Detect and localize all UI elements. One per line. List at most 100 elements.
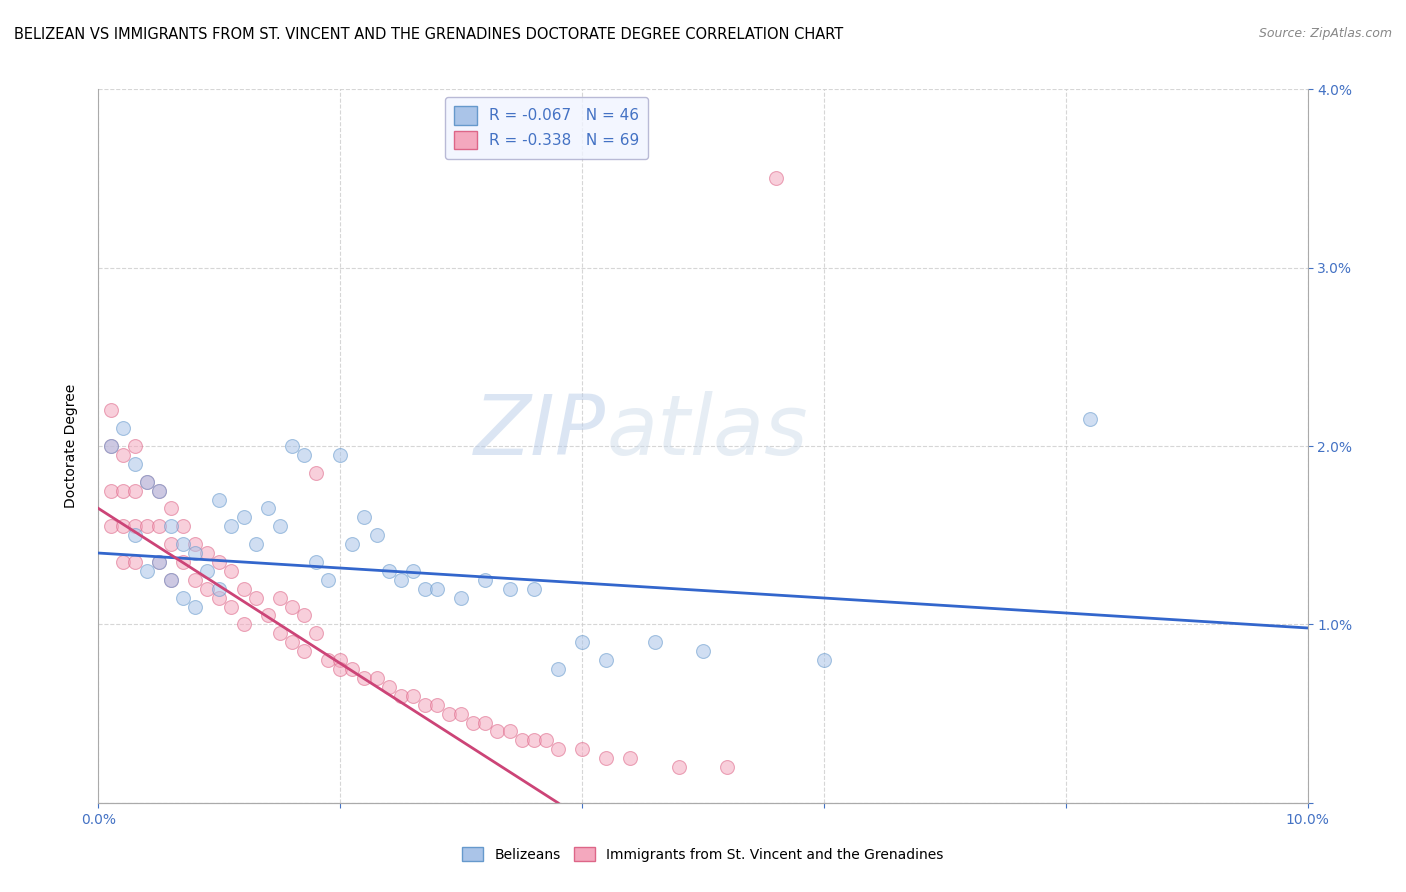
Point bbox=[402, 689, 425, 703]
Point bbox=[595, 653, 617, 667]
Point bbox=[498, 582, 520, 596]
Point bbox=[111, 555, 134, 569]
Point bbox=[232, 617, 254, 632]
Point bbox=[100, 403, 122, 417]
Point bbox=[208, 492, 231, 507]
Point bbox=[135, 475, 157, 489]
Point bbox=[148, 519, 170, 533]
Point bbox=[124, 483, 146, 498]
Point bbox=[148, 555, 170, 569]
Point bbox=[100, 439, 122, 453]
Point bbox=[329, 662, 352, 676]
Point bbox=[292, 644, 315, 658]
Point bbox=[160, 519, 183, 533]
Point bbox=[413, 582, 436, 596]
Point bbox=[523, 582, 546, 596]
Point bbox=[389, 573, 412, 587]
Point bbox=[245, 537, 267, 551]
Point bbox=[510, 733, 533, 747]
Point bbox=[765, 171, 787, 186]
Point bbox=[305, 626, 328, 640]
Point bbox=[148, 483, 170, 498]
Point bbox=[184, 546, 207, 560]
Point bbox=[281, 599, 304, 614]
Text: BELIZEAN VS IMMIGRANTS FROM ST. VINCENT AND THE GRENADINES DOCTORATE DEGREE CORR: BELIZEAN VS IMMIGRANTS FROM ST. VINCENT … bbox=[14, 27, 844, 42]
Point bbox=[450, 591, 472, 605]
Point bbox=[124, 519, 146, 533]
Point bbox=[195, 582, 218, 596]
Point bbox=[474, 573, 496, 587]
Point bbox=[172, 519, 194, 533]
Point bbox=[547, 742, 569, 756]
Text: atlas: atlas bbox=[606, 392, 808, 472]
Point bbox=[523, 733, 546, 747]
Point bbox=[366, 528, 388, 542]
Point bbox=[534, 733, 557, 747]
Point bbox=[292, 608, 315, 623]
Point bbox=[256, 501, 278, 516]
Point bbox=[124, 439, 146, 453]
Point bbox=[316, 653, 339, 667]
Point bbox=[148, 483, 170, 498]
Point bbox=[595, 751, 617, 765]
Point bbox=[402, 564, 425, 578]
Point bbox=[389, 689, 412, 703]
Point bbox=[245, 591, 267, 605]
Y-axis label: Doctorate Degree: Doctorate Degree bbox=[63, 384, 77, 508]
Point bbox=[571, 742, 593, 756]
Point bbox=[160, 537, 183, 551]
Point bbox=[111, 483, 134, 498]
Point bbox=[111, 519, 134, 533]
Point bbox=[342, 537, 364, 551]
Point bbox=[111, 448, 134, 462]
Point bbox=[668, 760, 690, 774]
Point bbox=[184, 573, 207, 587]
Text: Source: ZipAtlas.com: Source: ZipAtlas.com bbox=[1258, 27, 1392, 40]
Point bbox=[184, 537, 207, 551]
Point bbox=[160, 573, 183, 587]
Point bbox=[463, 715, 485, 730]
Point bbox=[305, 466, 328, 480]
Point bbox=[172, 591, 194, 605]
Point bbox=[100, 519, 122, 533]
Point bbox=[281, 635, 304, 649]
Point bbox=[256, 608, 278, 623]
Point bbox=[353, 671, 375, 685]
Point bbox=[292, 448, 315, 462]
Point bbox=[195, 546, 218, 560]
Point bbox=[269, 626, 291, 640]
Point bbox=[135, 564, 157, 578]
Point bbox=[426, 582, 449, 596]
Point bbox=[124, 555, 146, 569]
Point bbox=[232, 582, 254, 596]
Point bbox=[426, 698, 449, 712]
Point bbox=[413, 698, 436, 712]
Point bbox=[232, 510, 254, 524]
Point bbox=[124, 528, 146, 542]
Point bbox=[498, 724, 520, 739]
Point bbox=[813, 653, 835, 667]
Point bbox=[111, 421, 134, 435]
Point bbox=[377, 564, 399, 578]
Text: ZIP: ZIP bbox=[474, 392, 606, 472]
Point bbox=[208, 591, 231, 605]
Point bbox=[269, 591, 291, 605]
Point bbox=[160, 501, 183, 516]
Point bbox=[644, 635, 666, 649]
Point bbox=[366, 671, 388, 685]
Point bbox=[329, 448, 352, 462]
Point bbox=[208, 555, 231, 569]
Point bbox=[135, 475, 157, 489]
Point bbox=[329, 653, 352, 667]
Point bbox=[172, 537, 194, 551]
Point bbox=[716, 760, 738, 774]
Point bbox=[269, 519, 291, 533]
Point bbox=[100, 439, 122, 453]
Point bbox=[148, 555, 170, 569]
Point bbox=[100, 483, 122, 498]
Point bbox=[316, 573, 339, 587]
Point bbox=[124, 457, 146, 471]
Point bbox=[571, 635, 593, 649]
Point bbox=[377, 680, 399, 694]
Point bbox=[221, 564, 243, 578]
